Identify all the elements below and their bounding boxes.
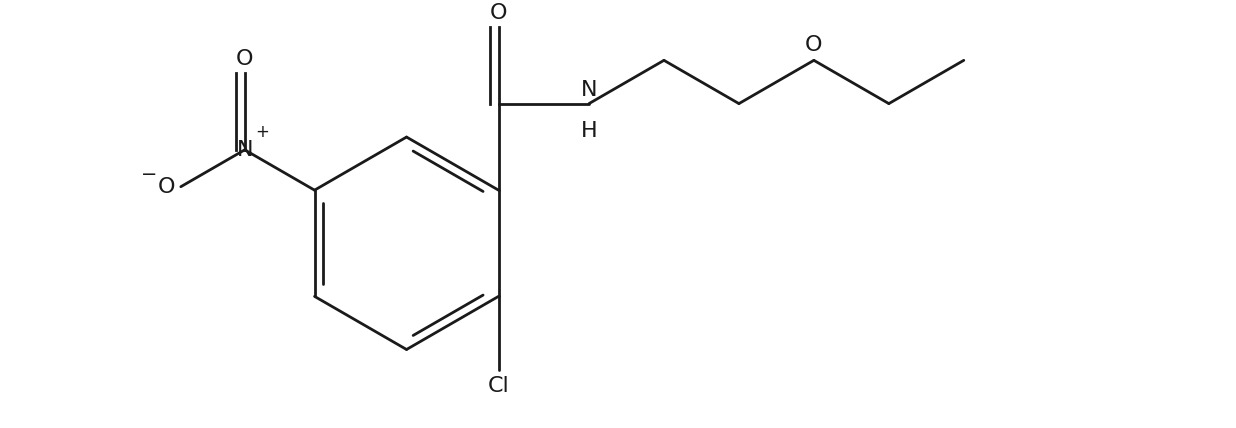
Text: O: O [805, 36, 823, 55]
Text: O: O [157, 177, 176, 197]
Text: +: + [256, 123, 269, 141]
Text: −: − [141, 165, 157, 184]
Text: H: H [581, 121, 597, 141]
Text: O: O [489, 3, 507, 23]
Text: N: N [581, 80, 597, 100]
Text: O: O [236, 49, 253, 69]
Text: Cl: Cl [488, 376, 509, 396]
Text: N: N [236, 140, 253, 160]
